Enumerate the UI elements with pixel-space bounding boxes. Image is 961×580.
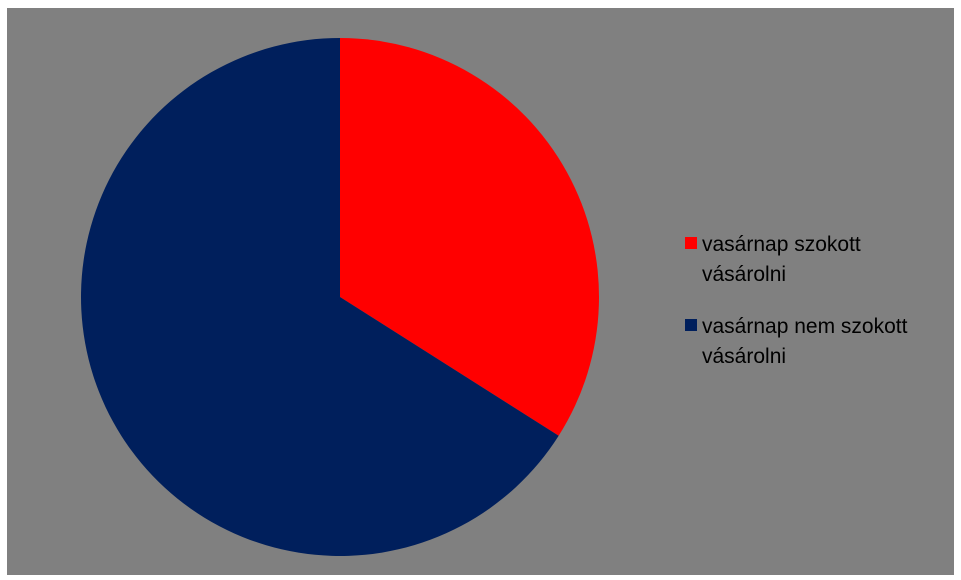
legend-swatch-navy	[685, 319, 697, 331]
legend-swatch-red	[685, 237, 697, 249]
chart-area: vasárnap szokott vásárolni vasárnap nem …	[7, 8, 954, 575]
legend-item-nem-szokott: vasárnap nem szokott vásárolni	[685, 312, 950, 372]
pie-slice-nem-szokott	[80, 38, 559, 556]
legend-label-nem-szokott: vasárnap nem szokott vásárolni	[702, 315, 908, 368]
legend-item-szokott: vasárnap szokott vásárolni	[685, 230, 950, 290]
legend: vasárnap szokott vásárolni vasárnap nem …	[685, 230, 950, 394]
pie-chart	[80, 38, 599, 556]
pie-slice-szokott	[340, 38, 599, 436]
legend-label-szokott: vasárnap szokott vásárolni	[702, 233, 861, 286]
